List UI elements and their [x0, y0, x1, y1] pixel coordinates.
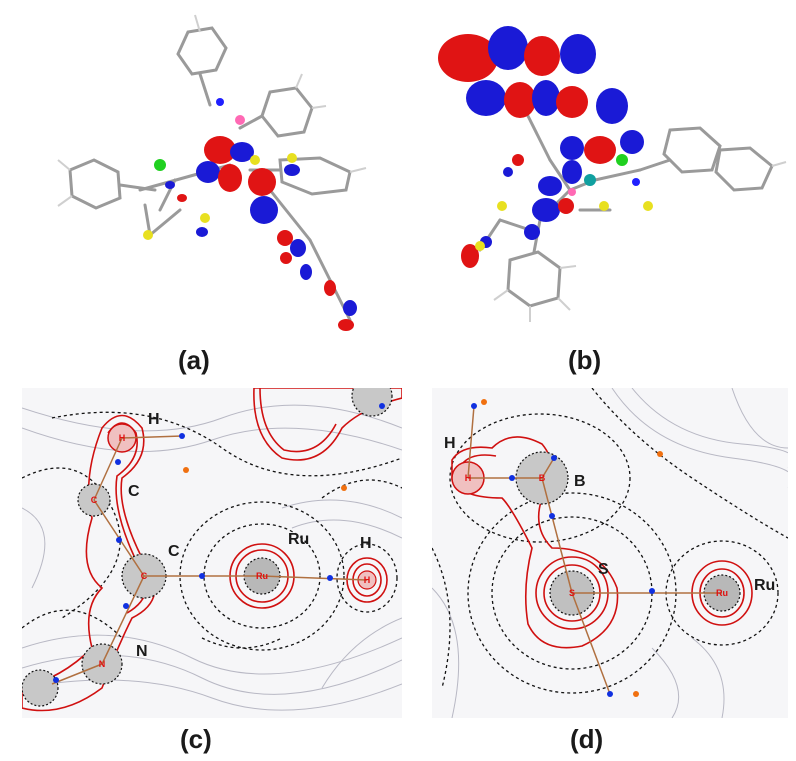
label-ru: Ru: [754, 577, 775, 594]
dashed-contours-c: [22, 411, 402, 651]
atom-labels-c: H C C N Ru H: [128, 411, 372, 660]
nucleus-n: N: [99, 659, 106, 669]
heteroatoms-b: [475, 154, 653, 251]
caption-b: (b): [568, 345, 602, 375]
caption-d: (d): [570, 724, 604, 754]
label-n: N: [136, 643, 148, 660]
nucleus-ru: Ru: [256, 571, 268, 581]
label-c-lower: C: [168, 543, 180, 560]
molecule-skeleton-b: [478, 98, 774, 308]
atom-labels-d: H B S Ru: [444, 435, 775, 594]
label-b: B: [574, 473, 586, 490]
nucleus-h: H: [465, 473, 472, 483]
atom-cores-c: [22, 388, 393, 707]
nucleus-b: B: [539, 473, 546, 483]
orbital-panel-a: [30, 10, 400, 340]
orbital-panel-b: [420, 10, 790, 340]
nucleus-c-lower: C: [141, 571, 148, 581]
label-h-top: H: [148, 411, 160, 428]
bond-paths-d: [467, 405, 722, 695]
background-contours-d: [432, 388, 788, 718]
atom-cores-d: [451, 451, 741, 616]
critical-points-d: [471, 399, 663, 697]
nucleus-h-right: H: [364, 575, 371, 585]
label-c-upper: C: [128, 483, 140, 500]
nucleus-ru: Ru: [716, 588, 728, 598]
label-ru: Ru: [288, 531, 309, 548]
nucleus-marks-d: H B S Ru: [465, 473, 728, 598]
critical-points-c: [53, 403, 385, 683]
nucleus-s: S: [569, 588, 575, 598]
nucleus-marks-c: H C C N Ru H: [91, 433, 371, 669]
contour-map-c: H C C N Ru H H C C N Ru H: [22, 388, 402, 718]
hydrogen-atoms-b: [493, 161, 787, 322]
dashed-contours-d: [432, 388, 788, 694]
background-contours-c: [22, 404, 402, 711]
caption-a: (a): [178, 345, 210, 375]
caption-c: (c): [180, 724, 212, 754]
nucleus-h-top: H: [119, 433, 126, 443]
label-s: S: [598, 561, 609, 578]
red-contours-d: [451, 436, 753, 649]
label-h: H: [444, 435, 456, 452]
orbital-lobes-a: [165, 136, 357, 331]
hydrogen-atoms-a: [57, 14, 367, 207]
heteroatoms-a: [143, 98, 297, 240]
label-h-right: H: [360, 535, 372, 552]
contour-map-d: H B S Ru H B S Ru: [432, 388, 788, 718]
orbital-lobes-b: [438, 26, 644, 268]
nucleus-c-upper: C: [91, 495, 98, 505]
